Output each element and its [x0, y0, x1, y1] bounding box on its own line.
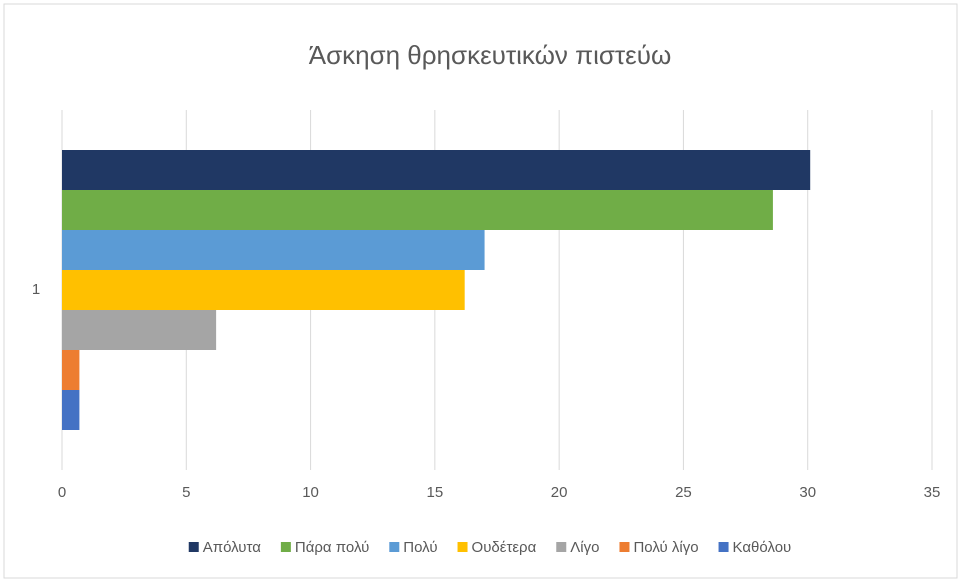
bar	[62, 390, 80, 430]
legend-swatch	[188, 542, 199, 552]
y-tick-label: 1	[32, 281, 40, 298]
chart-title: Άσκηση θρησκευτικών πιστεύω	[309, 40, 672, 70]
x-tick-label: 10	[302, 484, 319, 501]
legend-label: Απόλυτα	[203, 539, 261, 556]
bar	[62, 190, 773, 230]
legend-label: Πάρα πολύ	[295, 539, 369, 556]
legend-swatch	[280, 542, 291, 552]
legend-label: Λίγο	[570, 539, 599, 556]
legend-label: Καθόλου	[733, 539, 792, 556]
legend-swatch	[389, 542, 400, 552]
x-tick-label: 30	[799, 484, 816, 501]
legend-label: Πολύ	[403, 539, 437, 556]
bar	[62, 310, 217, 350]
bar	[62, 350, 80, 390]
bar	[62, 230, 485, 270]
x-tick-label: 20	[551, 484, 568, 501]
bar	[62, 150, 811, 190]
x-tick-label: 0	[58, 484, 66, 501]
legend-swatch	[457, 542, 468, 552]
bar	[62, 270, 465, 310]
legend-swatch	[619, 542, 630, 552]
x-tick-label: 5	[182, 484, 190, 501]
legend-swatch	[556, 542, 567, 552]
legend-swatch	[718, 542, 729, 552]
legend-label: Πολύ λίγο	[633, 539, 698, 556]
x-tick-label: 35	[924, 484, 941, 501]
x-tick-label: 15	[427, 484, 444, 501]
x-tick-label: 25	[675, 484, 692, 501]
legend-label: Ουδέτερα	[472, 539, 537, 556]
